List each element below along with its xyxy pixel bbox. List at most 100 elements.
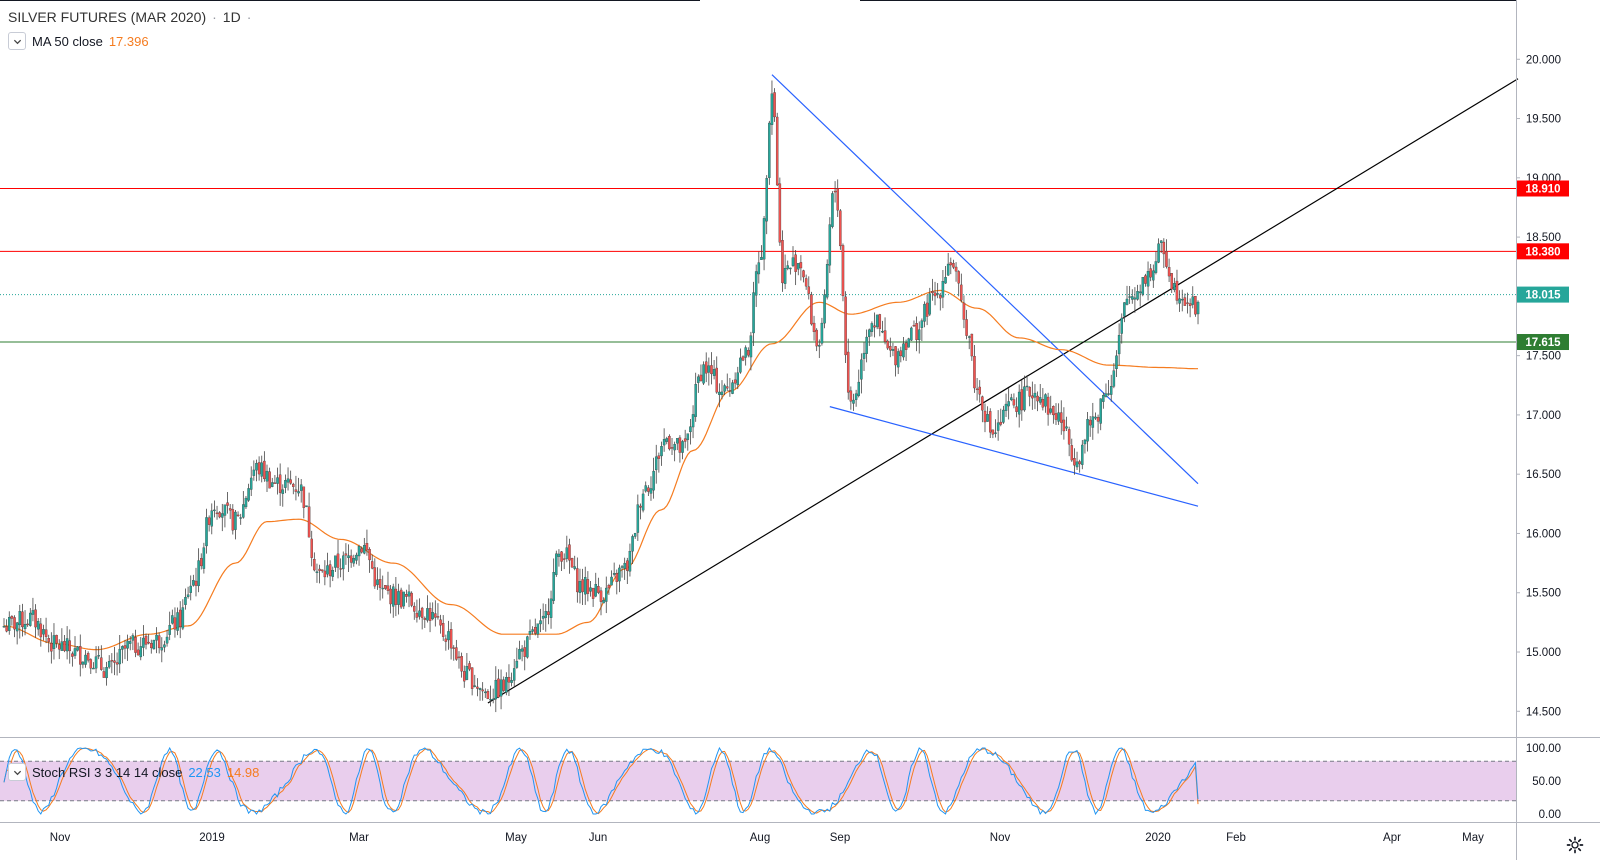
candle-body	[920, 320, 924, 328]
candle-body	[1010, 397, 1013, 400]
candle-body	[754, 271, 758, 296]
candle-body	[384, 585, 387, 589]
candle-body	[131, 635, 135, 641]
candle-body	[226, 502, 229, 506]
candle-body	[1023, 386, 1026, 411]
candle-body	[57, 644, 61, 650]
candle-body	[631, 536, 634, 552]
candle-body	[1041, 398, 1045, 408]
candle-body	[42, 629, 45, 635]
candle-body	[150, 643, 153, 649]
candle-body	[294, 489, 298, 492]
candle-body	[134, 637, 137, 653]
candle-body	[1017, 391, 1021, 415]
candle-body	[749, 335, 753, 358]
candle-body	[1167, 267, 1171, 277]
candle-body	[331, 570, 334, 577]
candle-body	[228, 508, 232, 511]
candle-body	[431, 612, 434, 620]
candle-body	[347, 555, 350, 559]
candle-body	[846, 351, 850, 393]
candle-body	[654, 456, 658, 471]
candle-body	[860, 359, 863, 380]
candle-body	[1123, 302, 1126, 317]
x-tick-label: Nov	[50, 832, 71, 844]
candle-body	[662, 439, 666, 446]
candle-body	[449, 629, 453, 649]
candle-body	[155, 634, 158, 641]
candle-body	[423, 617, 427, 620]
candle-body	[568, 544, 571, 561]
candle-body	[123, 645, 127, 649]
candle-body	[820, 322, 824, 344]
trendlines-layer	[487, 74, 1519, 704]
candle-body	[839, 210, 842, 247]
candle-body	[991, 429, 995, 435]
candle-body	[639, 505, 642, 508]
candle-body	[439, 619, 442, 626]
gear-icon[interactable]	[1566, 836, 1584, 854]
candle-body	[1067, 429, 1071, 445]
y-tick-label: 19.500	[1526, 114, 1561, 126]
candle-body	[1141, 277, 1145, 295]
candle-body	[476, 686, 479, 689]
candle-body	[534, 627, 537, 634]
candle-body	[1062, 419, 1066, 432]
candle-body	[391, 586, 395, 607]
chevron-down-icon[interactable]	[8, 32, 26, 50]
candle-body	[868, 329, 871, 337]
candle-body	[1115, 355, 1118, 370]
candle-body	[510, 680, 513, 683]
candle-body	[60, 641, 64, 651]
candle-body	[957, 271, 960, 284]
candle-body	[126, 640, 129, 649]
candle-body	[1112, 370, 1116, 387]
candle-body	[1096, 417, 1100, 422]
x-tick-label: Jun	[589, 832, 608, 844]
candle-body	[768, 122, 771, 178]
candle-body	[257, 462, 261, 475]
candle-body	[802, 270, 805, 278]
candle-body	[699, 374, 703, 382]
candle-body	[352, 558, 356, 564]
candle-body	[1117, 334, 1121, 355]
candle-body	[1049, 408, 1052, 413]
candle-body	[1044, 394, 1047, 407]
candle-body	[707, 365, 711, 373]
candle-body	[92, 667, 95, 670]
candle-body	[407, 591, 411, 597]
candle-body	[394, 588, 398, 605]
candle-body	[1070, 445, 1074, 461]
candle-body	[281, 489, 285, 494]
candle-body	[1073, 458, 1076, 466]
price-label-bg	[1517, 286, 1569, 303]
y-tick-label: 15.500	[1526, 588, 1561, 600]
candle-body	[665, 438, 669, 442]
candle-body	[365, 543, 369, 551]
candle-body	[265, 470, 269, 482]
chevron-down-icon[interactable]	[8, 763, 26, 781]
candle-body	[949, 262, 953, 266]
candle-body	[599, 590, 603, 602]
candle-body	[357, 546, 361, 557]
candle-body	[562, 558, 566, 560]
candle-body	[94, 656, 98, 669]
candle-body	[142, 637, 145, 648]
candle-body	[607, 585, 611, 589]
legend-separator: ·	[246, 9, 252, 25]
candle-body	[297, 491, 300, 494]
candle-body	[925, 302, 929, 317]
candle-body	[778, 183, 782, 243]
candle-body	[418, 610, 421, 617]
candle-body	[907, 338, 910, 348]
candle-body	[31, 610, 35, 615]
candle-body	[823, 294, 826, 324]
candle-body	[318, 568, 321, 571]
trendline-wedge-lower	[829, 406, 1199, 507]
candle-body	[539, 620, 542, 625]
stoch-label: Stoch RSI 3 3 14 14 close	[32, 764, 183, 780]
candle-body	[29, 612, 32, 626]
candle-body	[552, 571, 555, 601]
